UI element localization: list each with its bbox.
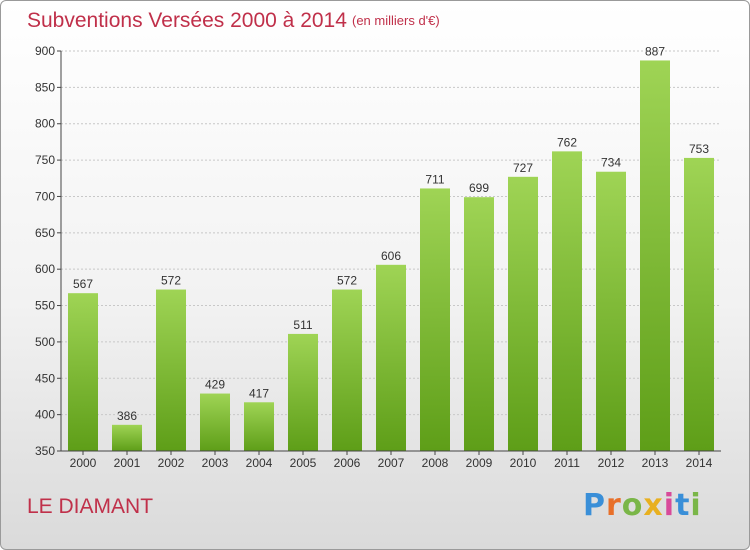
- y-tick-label: 450: [35, 371, 55, 385]
- bars: 567 386 572 429 417 511 572 606 711 699 727 762 734 8…: [68, 44, 714, 452]
- y-tick-label: 650: [35, 226, 55, 240]
- data-label-2010: 727: [513, 161, 533, 175]
- bar-2012[interactable]: [596, 171, 626, 451]
- data-label-2006: 572: [337, 274, 357, 288]
- data-label-2014: 753: [689, 142, 709, 156]
- bar-2010[interactable]: [508, 176, 538, 451]
- bar-2007[interactable]: [376, 264, 406, 451]
- y-tick-label: 350: [35, 444, 55, 458]
- commune-name: LE DIAMANT: [27, 495, 154, 518]
- y-tick-label: 500: [35, 335, 55, 349]
- y-tick-label: 800: [35, 117, 55, 131]
- x-tick-label-2003: 2003: [202, 456, 229, 470]
- logo-letter: P: [583, 488, 606, 523]
- data-label-2003: 429: [205, 378, 225, 392]
- data-label-2007: 606: [381, 249, 401, 263]
- x-tick-label-2001: 2001: [114, 456, 141, 470]
- x-tick-label-2013: 2013: [642, 456, 669, 470]
- x-tick-label-2011: 2011: [554, 456, 580, 470]
- x-tick-label-2008: 2008: [422, 456, 449, 470]
- data-label-2000: 567: [73, 277, 93, 291]
- bar-2014[interactable]: [684, 157, 714, 451]
- logo-letter: i: [663, 488, 676, 523]
- bar-2006[interactable]: [332, 289, 362, 451]
- bar-2005[interactable]: [288, 333, 318, 451]
- logo-letter: i: [690, 488, 702, 523]
- data-label-2001: 386: [117, 409, 137, 423]
- y-tick-label: 400: [35, 408, 55, 422]
- x-tick-label-2014: 2014: [686, 456, 713, 470]
- y-tick-label: 600: [35, 262, 55, 276]
- logo-letter: o: [621, 488, 644, 523]
- y-tick-label: 750: [35, 153, 55, 167]
- proxiti-logo[interactable]: Proxiti: [583, 488, 702, 523]
- data-label-2002: 572: [161, 274, 181, 288]
- y-tick-label: 900: [35, 44, 55, 58]
- data-label-2009: 699: [469, 181, 489, 195]
- bar-2003[interactable]: [200, 393, 230, 451]
- bar-2002[interactable]: [156, 289, 186, 451]
- x-tick-label-2000: 2000: [70, 456, 97, 470]
- bar-2009[interactable]: [464, 197, 494, 451]
- bar-2008[interactable]: [420, 188, 450, 452]
- bar-2000[interactable]: [68, 293, 98, 451]
- logo-letter: r: [606, 488, 622, 523]
- bar-2011[interactable]: [552, 151, 582, 451]
- logo-letter: t: [675, 488, 691, 523]
- chart-title: Subventions Versées 2000 à 2014: [27, 9, 347, 32]
- y-tick-label: 700: [35, 189, 55, 203]
- x-tick-label-2002: 2002: [158, 456, 185, 470]
- data-label-2008: 711: [425, 172, 444, 186]
- x-tick-label-2009: 2009: [466, 456, 493, 470]
- data-label-2013: 887: [645, 44, 665, 58]
- y-tick-label: 550: [35, 299, 55, 313]
- bar-2013[interactable]: [640, 60, 670, 452]
- data-label-2004: 417: [249, 386, 269, 400]
- y-tick-label: 850: [35, 80, 55, 94]
- x-tick-label-2007: 2007: [378, 456, 405, 470]
- bar-2004[interactable]: [244, 402, 274, 451]
- data-label-2005: 511: [293, 318, 312, 332]
- data-label-2011: 762: [557, 135, 577, 149]
- data-label-2012: 734: [601, 156, 621, 170]
- x-tick-label-2012: 2012: [598, 456, 625, 470]
- x-tick-label-2004: 2004: [246, 456, 273, 470]
- bar-2001[interactable]: [112, 424, 142, 451]
- x-tick-label-2006: 2006: [334, 456, 361, 470]
- axes: 350 400 450 500 550 600 650 700 750 800 850 900 2000…: [35, 44, 721, 470]
- x-tick-label-2010: 2010: [510, 456, 537, 470]
- x-tick-label-2005: 2005: [290, 456, 317, 470]
- chart-unit-note: (en milliers d'€): [352, 13, 440, 28]
- logo-letter: x: [643, 488, 664, 523]
